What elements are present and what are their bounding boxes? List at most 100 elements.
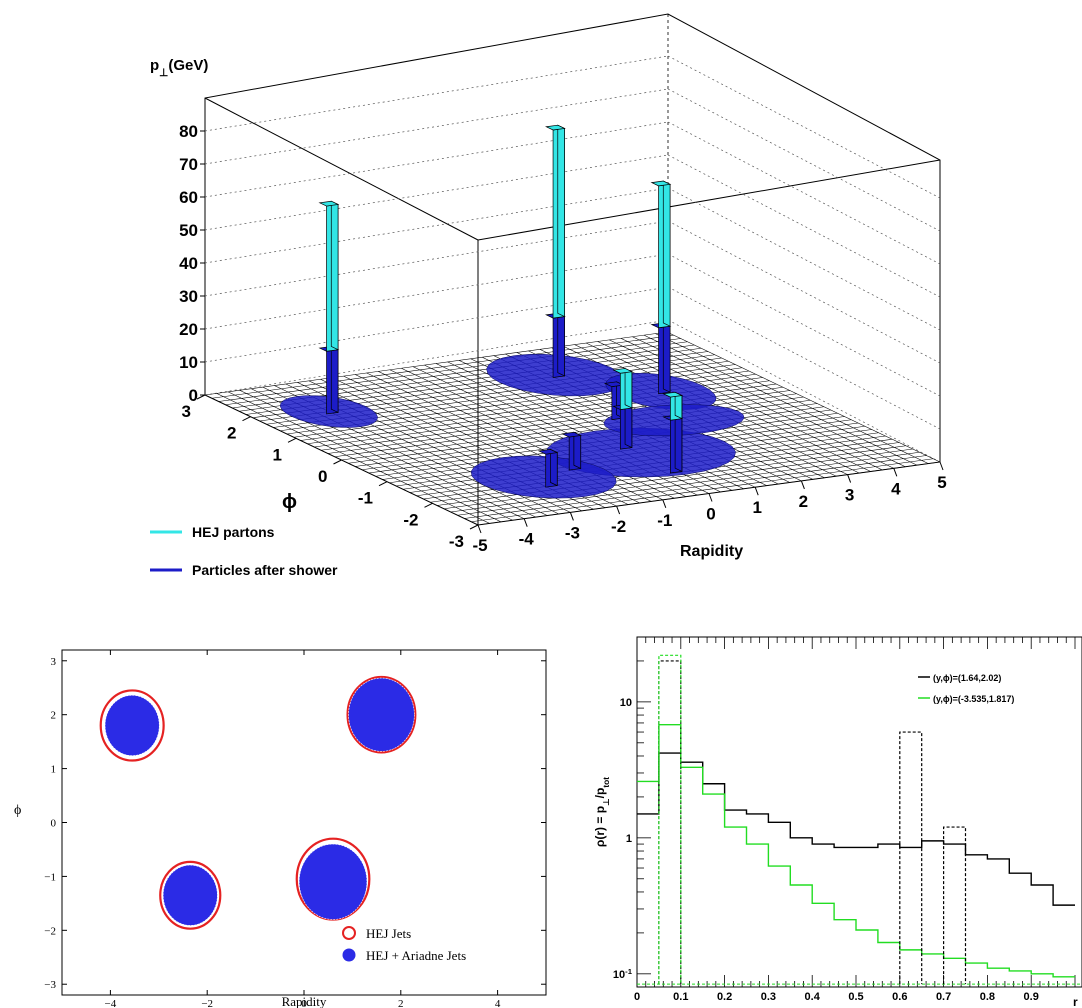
- floor-line-y: [341, 396, 804, 461]
- x-tick-label: 0.8: [980, 991, 995, 1003]
- legend-label-ariadne-jets: HEJ + Ariadne Jets: [366, 948, 466, 963]
- tower-shower-0: [545, 312, 566, 378]
- floor-line-y: [204, 331, 668, 396]
- profile-frame: [636, 636, 1082, 988]
- jet-map-legend: HEJ Jets HEJ + Ariadne Jets: [342, 926, 466, 963]
- tower-shower-6-top: [537, 449, 559, 455]
- grid-left-wall-60: [204, 121, 669, 198]
- profile-series: [637, 654, 1081, 985]
- grid-right-wall-80: [667, 55, 941, 199]
- grid-left-wall-80: [204, 55, 669, 132]
- tower-parton-0-side: [557, 124, 565, 318]
- z-tick-label: 50: [179, 221, 198, 240]
- x-tick-mark: [800, 480, 805, 490]
- y-tick-mark: [469, 524, 479, 530]
- y-tick-label: 1: [273, 445, 282, 464]
- ariadne-jet-disc-0: [104, 694, 160, 756]
- legend-label-green: (y,ϕ)=(-3.535,1.817): [933, 694, 1014, 704]
- x-tick-label: 0.9: [1024, 991, 1039, 1003]
- grid-left-wall-20: [204, 253, 669, 330]
- tower-shower-5-side: [573, 431, 582, 470]
- lego-y-axis-label: ϕ: [282, 491, 297, 513]
- x-tick-label: -3: [565, 523, 580, 542]
- grid-left-wall-10: [204, 286, 669, 363]
- z-tick-label: 80: [179, 122, 198, 141]
- x-tick-mark: [754, 487, 759, 496]
- y-tick-mark: [378, 481, 388, 487]
- lego-z-ticks: 0 10 20 30 40 50 60 70 80: [179, 122, 205, 405]
- y-tick-mark: [196, 394, 206, 400]
- jet-map-ticks: −4 −2 0 2 4 −3 −2 −1 0 1 2 3: [44, 650, 546, 1008]
- x-tick-mark: [939, 461, 944, 471]
- x-tick-label: -5: [472, 536, 487, 555]
- x-tick-label: 0.6: [892, 991, 907, 1003]
- tower-parton-4: [612, 367, 634, 410]
- grid-left-wall-50: [204, 154, 669, 231]
- tower-parton-2: [650, 180, 672, 329]
- parton-dashed-bin-1: [899, 731, 923, 985]
- x-tick-label: 4: [891, 479, 901, 498]
- z-tick-label: 0: [189, 386, 198, 405]
- profile-legend: (y,ϕ)=(1.64,2.02) (y,ϕ)=(-3.535,1.817): [918, 673, 1014, 704]
- x-tick-label: 0.2: [717, 991, 732, 1003]
- tower-shower-2-side: [662, 322, 671, 393]
- tower-parton-1-top: [318, 200, 340, 207]
- tower-shower-0-side: [557, 312, 565, 377]
- tower-shower-6-side: [550, 448, 558, 487]
- x-tick-label: 5: [937, 473, 946, 492]
- y-tick-label: 3: [51, 656, 57, 668]
- profile-series-1: [637, 723, 1075, 978]
- x-tick-label: −4: [105, 998, 117, 1008]
- z-tick-label: 10: [179, 353, 198, 372]
- legend-label-partons: HEJ partons: [192, 524, 275, 540]
- x-tick-mark: [893, 468, 898, 477]
- floor-line-y: [211, 334, 674, 399]
- y-tick-mark: [424, 502, 433, 508]
- grid-right-wall-50: [667, 154, 941, 298]
- floor-line-y: [225, 341, 688, 406]
- x-tick-mark: [708, 493, 713, 502]
- x-tick-label: 4: [495, 998, 501, 1008]
- lego-shower-regions: [279, 353, 745, 499]
- ariadne-jet-disc-1: [348, 677, 415, 752]
- profile-x-axis-label: r: [1073, 995, 1078, 1008]
- tower-parton-0: [545, 124, 566, 319]
- jet-map-plot: −4 −2 0 2 4 −3 −2 −1 0 1 2 3 Rapidity ϕ HEJ Jets HE…: [14, 649, 547, 1008]
- floor-line-y: [334, 393, 797, 458]
- lego-towers: [318, 124, 684, 488]
- tower-shower-1-side: [330, 345, 339, 413]
- y-tick-mark: [287, 437, 297, 443]
- y-tick-label: -1: [358, 489, 373, 508]
- x-tick-label: -2: [611, 517, 626, 536]
- grid-right-wall-70: [667, 88, 941, 232]
- tower-shower-2: [650, 322, 672, 395]
- lego-legend: HEJ partons Particles after shower: [150, 524, 338, 578]
- lego-top-left-edge: [204, 97, 479, 241]
- lego-x-axis-label: Rapidity: [680, 543, 743, 560]
- profile-y-axis-label: ρ(r) = p⊥/ptot: [593, 777, 611, 847]
- lego-top-right-edge: [477, 159, 941, 241]
- x-tick-mark: [569, 512, 574, 521]
- x-tick-label: 2: [398, 998, 404, 1008]
- lego-x-ticks: -5 -4 -3 -2 -1 0 1 2 3 4 5: [472, 461, 947, 555]
- y-tick-label: 0: [318, 467, 327, 486]
- x-tick-label: 0: [301, 998, 307, 1008]
- y-tick-label: 2: [227, 424, 236, 443]
- legend-marker-ariadne-jets: [342, 948, 356, 962]
- x-tick-label: 2: [799, 492, 808, 511]
- ariadne-jet-disc-3: [298, 843, 368, 920]
- tower-shower-6: [537, 448, 559, 488]
- legend-label-hej-jets: HEJ Jets: [366, 926, 411, 941]
- x-tick-label: 0.7: [936, 991, 951, 1003]
- floor-line-y: [218, 338, 681, 402]
- y-tick-label: −1: [44, 871, 56, 883]
- x-tick-label: 0: [634, 991, 640, 1003]
- tower-parton-4-top: [612, 368, 634, 374]
- tower-parton-7: [662, 391, 684, 421]
- x-tick-label: 0.5: [848, 991, 863, 1003]
- z-tick-label: 20: [179, 320, 198, 339]
- x-tick-label: 0: [706, 505, 715, 524]
- tower-shower-5-top: [561, 431, 582, 438]
- x-tick-label: -1: [657, 511, 672, 530]
